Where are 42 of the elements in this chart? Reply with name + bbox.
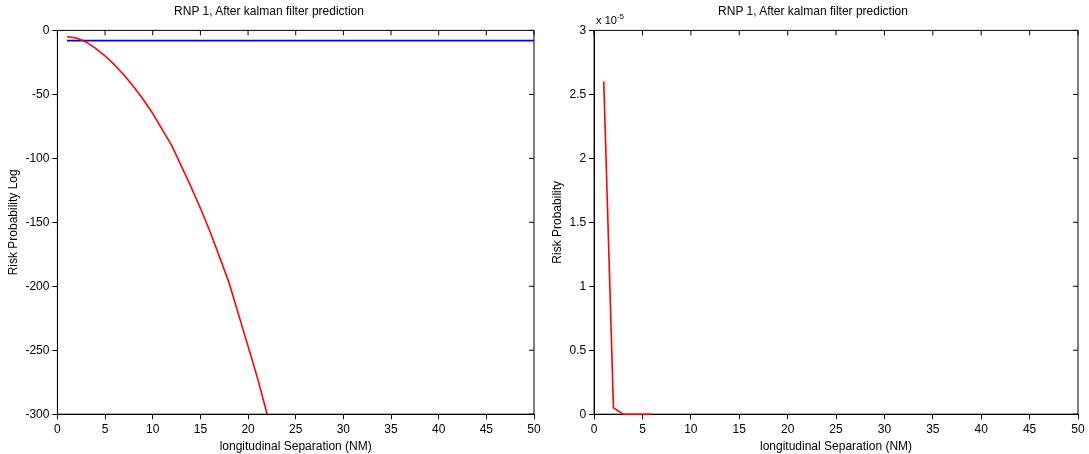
x-tick-label: 30 bbox=[336, 421, 351, 436]
x-tick-label: 50 bbox=[1071, 421, 1085, 436]
y-tick-label: -200 bbox=[25, 278, 50, 293]
y-tick-label: 0 bbox=[42, 22, 50, 37]
x-tick-label: 15 bbox=[193, 421, 208, 436]
y-tick-label: -150 bbox=[25, 214, 50, 229]
chart-title: RNP 1, After kalman filter prediction bbox=[718, 3, 908, 18]
y-tick-label: 0 bbox=[579, 406, 587, 421]
chart-title: RNP 1, After kalman filter prediction bbox=[174, 3, 364, 18]
x-tick-label: 5 bbox=[639, 421, 647, 436]
y-axis-title: Risk Probability bbox=[549, 180, 564, 264]
y-tick-label: -100 bbox=[25, 150, 50, 165]
y-axis-title: Risk Probability Log bbox=[5, 169, 20, 276]
x-tick-label: 0 bbox=[54, 421, 62, 436]
y-tick-label: 2 bbox=[579, 150, 587, 165]
x-tick-label: 25 bbox=[829, 421, 844, 436]
y-tick-label: 0.5 bbox=[569, 342, 587, 357]
x-tick-label: 20 bbox=[241, 421, 256, 436]
x-tick-label: 35 bbox=[384, 421, 399, 436]
x-tick-label: 15 bbox=[732, 421, 747, 436]
x-tick-label: 40 bbox=[974, 421, 989, 436]
x-tick-label: 30 bbox=[877, 421, 892, 436]
x-tick-label: 35 bbox=[926, 421, 940, 436]
y-tick-label: 1 bbox=[579, 278, 587, 293]
x-tick-label: 50 bbox=[527, 421, 541, 436]
x-axis-title: longitudinal Separation (NM) bbox=[759, 439, 913, 454]
x-tick-label: 25 bbox=[289, 421, 303, 436]
y-tick-label: 3 bbox=[579, 22, 587, 37]
x-tick-label: 45 bbox=[1022, 421, 1037, 436]
x-tick-label: 45 bbox=[479, 421, 494, 436]
y-tick-label: -50 bbox=[32, 86, 50, 101]
x-tick-label: 5 bbox=[101, 421, 109, 436]
y-tick-label: 1.5 bbox=[569, 214, 587, 229]
x-tick-label: 40 bbox=[432, 421, 446, 436]
x-axis-title: longitudinal Separation (NM) bbox=[219, 439, 372, 454]
y-tick-label: 2.5 bbox=[569, 86, 587, 101]
x-tick-label: 10 bbox=[146, 421, 160, 436]
x-tick-label: 10 bbox=[684, 421, 698, 436]
y-tick-label: -300 bbox=[25, 406, 50, 421]
x-tick-label: 20 bbox=[780, 421, 795, 436]
y-tick-label: -250 bbox=[25, 342, 50, 357]
x-tick-label: 0 bbox=[590, 421, 598, 436]
